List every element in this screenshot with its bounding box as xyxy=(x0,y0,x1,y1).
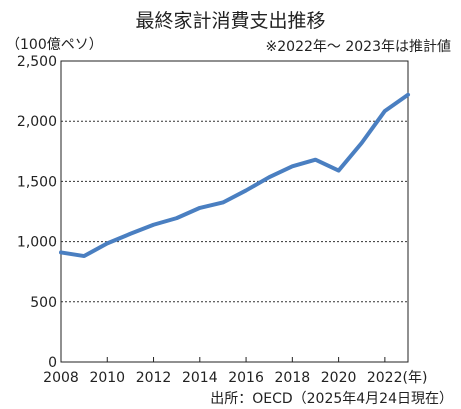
estimate-note: ※2022年〜 2023年は推計値 xyxy=(265,39,451,55)
data-point-2020 xyxy=(337,169,341,173)
grid-lines xyxy=(61,120,408,303)
data-point-2015 xyxy=(221,200,225,204)
y-tick-labels: 0 500 1,000 1,500 2,000 2,500 xyxy=(17,54,57,371)
data-point-2009 xyxy=(82,254,86,258)
y-tick-label-1000: 1,000 xyxy=(17,235,57,251)
data-point-2021 xyxy=(360,141,364,145)
data-point-2016 xyxy=(244,188,248,192)
x-tick-label-2012: 2012 xyxy=(136,370,172,386)
data-point-2022 xyxy=(383,109,387,113)
y-tick-label-2500: 2,500 xyxy=(17,54,57,70)
data-point-2008 xyxy=(59,250,63,254)
chart-title: 最終家計消費支出推移 xyxy=(135,10,326,32)
x-tick-label-2020: 2020 xyxy=(321,370,357,386)
data-point-2013 xyxy=(175,216,179,220)
data-point-2011 xyxy=(128,232,132,236)
x-tick-label-2010: 2010 xyxy=(89,370,125,386)
x-tick-label-2022: 2022(年) xyxy=(367,370,428,386)
x-tick-label-2018: 2018 xyxy=(275,370,311,386)
data-point-2010 xyxy=(105,241,109,245)
plot-border xyxy=(60,60,409,363)
x-tick-labels: 2008 2010 2012 2014 2016 2018 2020 2022(年) xyxy=(43,357,427,386)
y-tick-label-1500: 1,500 xyxy=(17,174,57,190)
y-tick-label-2000: 2,000 xyxy=(17,114,57,130)
x-tick-label-2014: 2014 xyxy=(182,370,218,386)
x-tick-label-2016: 2016 xyxy=(228,370,264,386)
plot-frame xyxy=(60,60,409,363)
data-point-2018 xyxy=(290,164,294,168)
x-tick-label-2008: 2008 xyxy=(43,370,79,386)
data-point-2012 xyxy=(152,223,156,227)
data-point-2023 xyxy=(406,93,410,97)
y-tick-label-0: 0 xyxy=(48,355,57,371)
data-point-2014 xyxy=(198,206,202,210)
data-point-2017 xyxy=(267,175,271,179)
consumption-line xyxy=(59,92,410,259)
y-axis-unit-label: （100億ペソ） xyxy=(6,37,103,53)
data-point-2019 xyxy=(313,158,317,162)
series-line xyxy=(59,92,410,259)
y-tick-label-500: 500 xyxy=(30,295,57,311)
source-note: 出所：OECD（2025年4月24日現在） xyxy=(210,391,453,407)
